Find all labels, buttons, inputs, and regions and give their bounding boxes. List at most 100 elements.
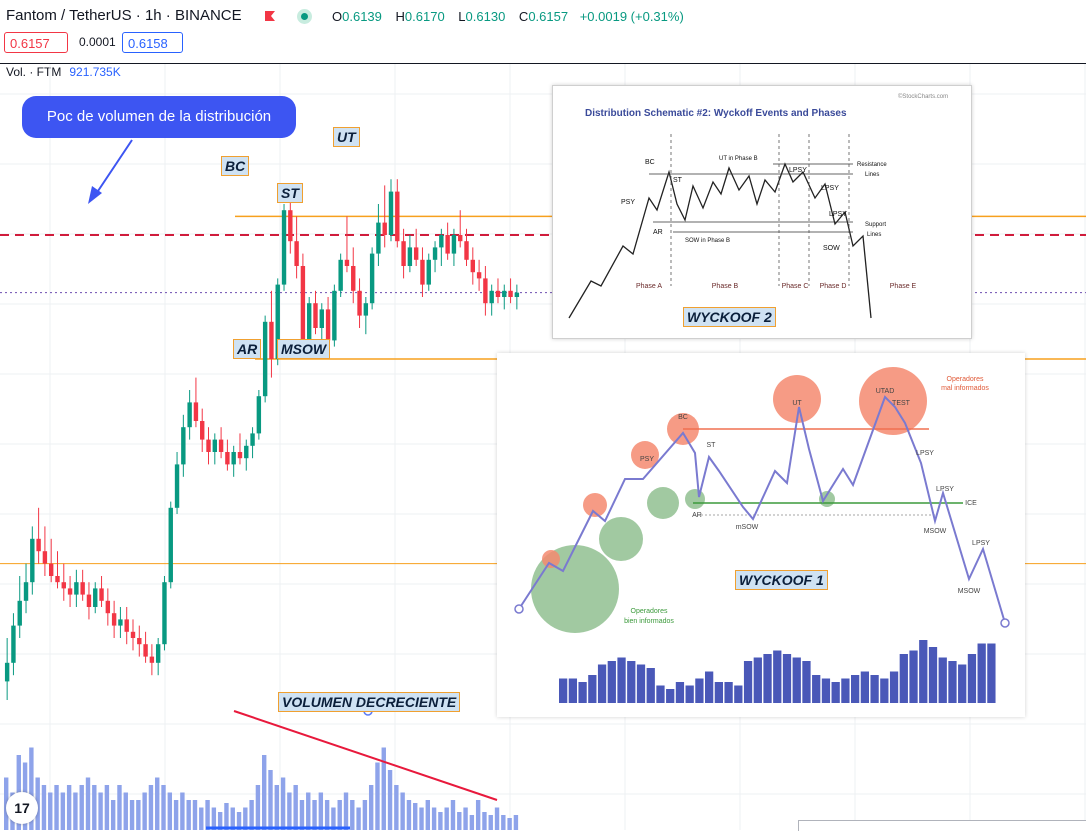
- uninformed-text: mal informados: [941, 385, 989, 392]
- phase-label: Phase B: [712, 283, 739, 290]
- bottom-toolbar[interactable]: [798, 820, 1086, 831]
- candle: [149, 656, 155, 663]
- volume-bar: [350, 800, 355, 830]
- candle: [369, 253, 375, 304]
- candle: [495, 290, 501, 297]
- symbol-title[interactable]: Fantom / TetherUS · 1h · BINANCE: [6, 7, 242, 24]
- support-text: Lines: [867, 232, 881, 238]
- volume-bar: [230, 807, 235, 830]
- informed-text: Operadores: [631, 608, 668, 615]
- candle: [269, 321, 274, 359]
- spread-value: 0.0001: [79, 35, 116, 49]
- volume-bar: [299, 800, 305, 830]
- candle: [23, 582, 29, 601]
- ut-label[interactable]: UT: [333, 127, 360, 147]
- volume-note-label[interactable]: VOLUMEN DECRECIENTE: [278, 692, 461, 712]
- candle: [357, 290, 362, 316]
- buy-price-button[interactable]: 0.6158: [122, 32, 183, 53]
- msow-label[interactable]: MSOW: [277, 339, 331, 359]
- st-label[interactable]: ST: [277, 183, 303, 203]
- volume-bar: [293, 785, 298, 830]
- candle: [338, 259, 343, 291]
- schematic-volume-bar: [987, 643, 996, 703]
- change-value: +0.0019 (+0.31%): [579, 9, 684, 24]
- volume-bar: [66, 785, 72, 830]
- flag-icon[interactable]: [264, 10, 276, 22]
- candle: [319, 309, 324, 328]
- informed-text: bien informados: [624, 618, 674, 625]
- bc-label[interactable]: BC: [221, 156, 250, 176]
- schematic-volume-bar: [928, 647, 938, 703]
- volume-bubble: [859, 367, 927, 435]
- candle: [200, 421, 205, 440]
- candle: [508, 290, 513, 297]
- schematic2-title: Distribution Schematic #2: Wyckoff Event…: [585, 108, 847, 119]
- event-label: TEST: [892, 400, 911, 407]
- candle: [137, 638, 142, 645]
- schematic-volume-bar: [743, 661, 753, 703]
- schematic-volume-bar: [821, 678, 831, 703]
- tradingview-logo-icon[interactable]: 17: [6, 792, 38, 824]
- schematic-volume-bar: [919, 640, 928, 703]
- volume-bubble: [631, 441, 659, 469]
- schematic-volume-bar: [763, 654, 772, 703]
- candle: [118, 619, 123, 626]
- schematic-volume-bar: [597, 664, 607, 703]
- volume-bar: [394, 785, 399, 830]
- volume-bar: [337, 800, 342, 830]
- volume-trend-line: [233, 710, 498, 801]
- volume-bar: [425, 800, 431, 830]
- candle: [130, 631, 136, 638]
- schematic2-drawing: ©StockCharts.com Distribution Schematic #…: [568, 93, 948, 319]
- volume-bar: [180, 792, 185, 830]
- candle: [231, 452, 236, 465]
- candle: [143, 644, 148, 657]
- event-label: ST: [707, 442, 717, 449]
- volume-legend[interactable]: Vol. · FTM 921.735K: [6, 65, 121, 79]
- wyckoff1-label[interactable]: WYCKOOF 1: [735, 570, 828, 590]
- wyckoff1-image[interactable]: PSY BC ST AR mSOW UT UTAD TEST ICE LPSY LPSY LPSY MS…: [497, 353, 1025, 717]
- volume-bar: [387, 770, 393, 830]
- callout-arrow-icon: [88, 186, 102, 204]
- schematic-volume-bar: [977, 643, 986, 703]
- candle: [300, 266, 306, 341]
- candle: [288, 210, 293, 242]
- low-value: 0.6130: [465, 9, 506, 24]
- candle: [344, 259, 350, 266]
- candle: [193, 402, 199, 421]
- volume-bar: [381, 747, 386, 830]
- poc-callout[interactable]: Poc de volumen de la distribución: [22, 96, 296, 138]
- volume-bar: [475, 800, 481, 830]
- schematic-volume-bar: [958, 664, 967, 703]
- event-label: MSOW: [958, 588, 981, 595]
- candle: [325, 309, 331, 341]
- schematic-volume-bar: [753, 657, 762, 703]
- volume-bar: [73, 792, 78, 830]
- candle: [237, 452, 243, 459]
- volume-bar: [280, 777, 286, 830]
- volume-bar: [419, 807, 424, 830]
- volume-bar: [205, 800, 210, 830]
- candle: [4, 662, 10, 682]
- schematic-volume-bar: [666, 689, 675, 703]
- pane-divider[interactable]: [0, 63, 1086, 64]
- volume-bar: [161, 785, 166, 830]
- volume-bar: [262, 755, 267, 830]
- drawings: [88, 139, 498, 830]
- schematic1-drawing: PSY BC ST AR mSOW UT UTAD TEST ICE LPSY LPSY LPSY MS…: [514, 367, 1010, 703]
- ar-label[interactable]: AR: [233, 339, 262, 359]
- schematic-volume-bar: [851, 675, 860, 703]
- wyckoff2-label[interactable]: WYCKOOF 2: [683, 307, 776, 327]
- candle: [363, 303, 369, 316]
- candle: [382, 222, 387, 235]
- event-label: UT: [792, 400, 802, 407]
- sell-price-button[interactable]: 0.6157: [4, 32, 68, 53]
- volume-bar: [192, 800, 198, 830]
- volume-bar: [268, 770, 273, 830]
- candle: [17, 600, 22, 626]
- wyckoff2-image[interactable]: ©StockCharts.com Distribution Schematic #…: [552, 85, 972, 339]
- candle: [86, 594, 92, 607]
- schematic-volume-bar: [705, 671, 714, 703]
- candle: [464, 241, 469, 260]
- market-status-icon[interactable]: [297, 9, 312, 24]
